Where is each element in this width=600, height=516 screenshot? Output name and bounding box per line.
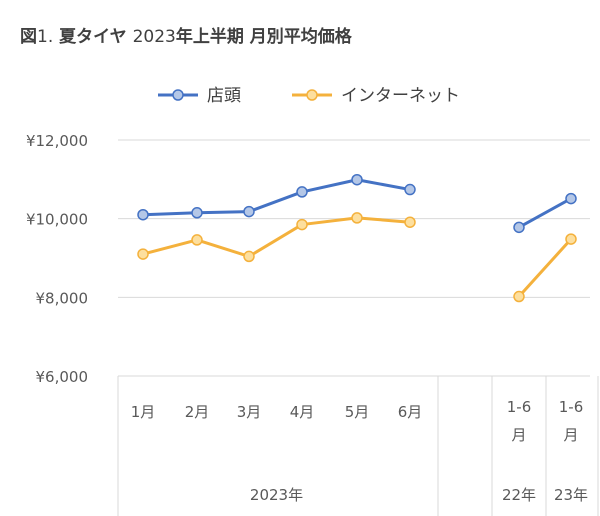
- x-group-label: 22年: [502, 486, 536, 504]
- x-tick-label: 1-6 月: [559, 398, 584, 444]
- data-point: [565, 233, 577, 245]
- data-point: [191, 207, 203, 219]
- chart-title: 図1. 夏タイヤ 2023年上半期 月別平均価格: [20, 22, 352, 47]
- title-bold-1: 夏タイヤ: [59, 27, 127, 47]
- series-line: [142, 216, 411, 258]
- data-point: [137, 248, 149, 260]
- x-tick-label: 4月: [290, 403, 315, 421]
- title-bold-2: 年上半期 月別平均価格: [175, 27, 352, 47]
- data-point: [513, 221, 525, 234]
- series-line: [142, 178, 411, 217]
- title-number: 1.: [37, 27, 54, 47]
- x-tick-label: 5月: [345, 403, 370, 421]
- data-point: [296, 186, 308, 198]
- series-line: [518, 197, 572, 229]
- series-line: [517, 238, 573, 298]
- data-point: [565, 192, 577, 205]
- x-group-label: 23年: [554, 486, 588, 504]
- data-point: [243, 205, 255, 218]
- data-point: [137, 208, 149, 221]
- x-tick-label: 1-6 月: [507, 398, 532, 444]
- legend-marker: [306, 89, 318, 101]
- x-tick-label: 2月: [185, 403, 210, 421]
- x-tick-label: 1月: [131, 403, 156, 421]
- title-year: 2023: [132, 27, 176, 47]
- title-prefix: 図: [20, 27, 37, 47]
- legend-label: 店頭: [207, 86, 241, 106]
- legend-marker: [172, 89, 184, 101]
- y-tick-label: ¥12,000: [26, 132, 88, 150]
- y-tick-label: ¥8,000: [36, 289, 89, 307]
- data-point: [351, 173, 363, 186]
- data-point: [513, 290, 525, 303]
- legend-label: インターネット: [341, 86, 460, 106]
- x-tick-label: 6月: [398, 403, 423, 421]
- data-point: [404, 183, 416, 196]
- data-point: [243, 250, 255, 263]
- data-point: [351, 212, 363, 224]
- data-point: [191, 234, 203, 246]
- y-tick-label: ¥10,000: [26, 211, 88, 229]
- data-point: [296, 218, 308, 231]
- x-tick-label: 3月: [237, 403, 262, 421]
- x-group-label: 2023年: [250, 486, 303, 504]
- y-tick-label: ¥6,000: [36, 368, 89, 386]
- data-point: [404, 216, 416, 228]
